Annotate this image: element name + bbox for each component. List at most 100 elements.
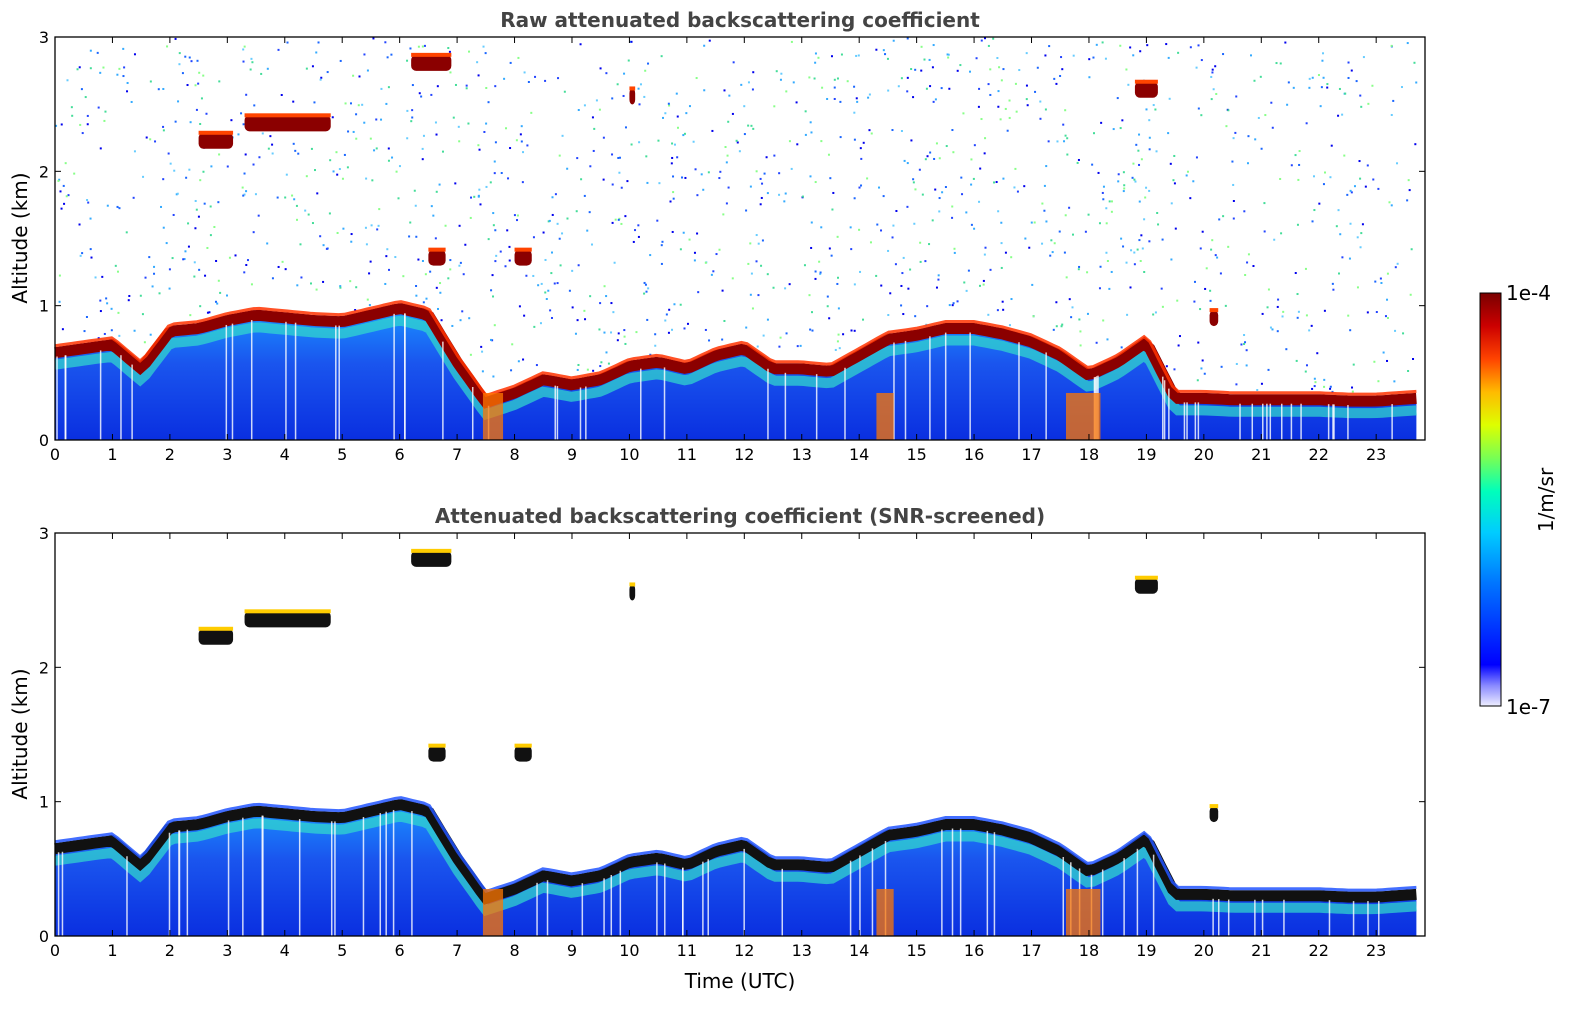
noise-speckle <box>649 254 652 257</box>
noise-speckle <box>738 150 741 153</box>
noise-speckle <box>1332 288 1335 291</box>
x-tick-label: 16 <box>964 445 984 464</box>
noise-speckle <box>508 245 511 248</box>
noise-speckle <box>508 259 511 262</box>
noise-speckle <box>1045 165 1048 168</box>
noise-speckle <box>1305 364 1308 367</box>
data-gap <box>330 821 333 936</box>
noise-speckle <box>101 275 104 278</box>
data-gap <box>61 851 64 936</box>
noise-speckle <box>965 289 968 292</box>
noise-speckle <box>1371 84 1374 87</box>
noise-speckle <box>280 93 283 96</box>
x-tick-label: 12 <box>734 941 754 960</box>
noise-speckle <box>842 333 845 336</box>
noise-speckle <box>203 202 206 205</box>
noise-speckle <box>1232 137 1235 140</box>
data-gap <box>767 368 769 440</box>
noise-speckle <box>178 63 181 66</box>
noise-speckle <box>656 219 659 222</box>
noise-speckle <box>521 181 524 184</box>
noise-speckle <box>1209 289 1212 292</box>
x-tick-label: 17 <box>1021 941 1041 960</box>
data-gap <box>1254 899 1256 936</box>
noise-speckle <box>1245 349 1248 352</box>
data-gap <box>951 828 954 936</box>
noise-speckle <box>67 194 70 197</box>
data-gap <box>1018 342 1020 440</box>
noise-speckle <box>544 79 547 82</box>
noise-speckle <box>1076 161 1079 164</box>
noise-speckle <box>1192 180 1195 183</box>
x-tick-label: 10 <box>619 445 639 464</box>
noise-speckle <box>520 140 523 143</box>
noise-speckle <box>106 302 109 305</box>
noise-speckle <box>1055 325 1058 328</box>
noise-speckle <box>81 252 84 255</box>
noise-speckle <box>1028 246 1031 249</box>
noise-speckle <box>978 87 981 90</box>
data-gap <box>411 811 413 936</box>
noise-speckle <box>837 307 840 310</box>
noise-speckle <box>1244 341 1247 344</box>
noise-speckle <box>1386 359 1389 362</box>
noise-speckle <box>218 80 221 83</box>
plot-frame-raw <box>54 36 1426 441</box>
noise-speckle <box>495 254 498 257</box>
noise-speckle <box>1138 200 1141 203</box>
noise-speckle <box>752 71 755 74</box>
data-gap <box>986 830 989 936</box>
data-gap <box>1328 900 1331 936</box>
noise-speckle <box>240 112 243 115</box>
noise-speckle <box>1400 86 1403 89</box>
noise-speckle <box>66 79 69 82</box>
noise-speckle <box>507 177 510 180</box>
noise-speckle <box>1392 99 1395 102</box>
noise-speckle <box>1390 44 1393 47</box>
noise-speckle <box>906 76 909 79</box>
x-tick-label: 12 <box>734 445 754 464</box>
noise-speckle <box>261 132 264 135</box>
noise-speckle <box>1006 129 1009 132</box>
x-tick-label: 20 <box>1194 445 1214 464</box>
noise-speckle <box>184 250 187 253</box>
elevated-cloud <box>411 54 452 71</box>
noise-speckle <box>80 88 83 91</box>
noise-speckle <box>837 333 840 336</box>
noise-speckle <box>364 226 367 229</box>
noise-speckle <box>1152 313 1155 316</box>
noise-speckle <box>1141 247 1144 250</box>
noise-speckle <box>694 168 697 171</box>
cloud-top-edge <box>54 300 1417 398</box>
noise-speckle <box>836 340 839 343</box>
noise-speckle <box>576 157 579 160</box>
noise-speckle <box>494 229 497 232</box>
noise-speckle <box>539 322 542 325</box>
noise-speckle <box>162 178 165 181</box>
x-tick-label: 2 <box>165 445 175 464</box>
noise-speckle <box>910 68 913 71</box>
data-gap <box>178 830 181 936</box>
noise-speckle <box>421 45 424 48</box>
noise-speckle <box>1323 378 1326 381</box>
noise-speckle <box>679 248 682 251</box>
noise-speckle <box>385 102 388 105</box>
noise-speckle <box>1279 177 1282 180</box>
noise-speckle <box>209 234 212 237</box>
noise-speckle <box>1214 65 1217 68</box>
noise-speckle <box>561 232 564 235</box>
noise-speckle <box>1060 325 1063 328</box>
elevated-cloud-edge <box>428 247 446 252</box>
elevated-cloud <box>198 132 234 149</box>
noise-speckle <box>1271 126 1274 129</box>
noise-speckle <box>1130 249 1133 252</box>
noise-speckle <box>826 97 829 100</box>
noise-speckle <box>704 261 707 264</box>
noise-speckle <box>938 210 941 213</box>
noise-speckle <box>489 338 492 341</box>
noise-speckle <box>559 264 562 267</box>
plot-area-raw <box>54 37 1425 440</box>
noise-speckle <box>185 176 188 179</box>
noise-speckle <box>245 263 248 266</box>
noise-speckle <box>749 185 752 188</box>
